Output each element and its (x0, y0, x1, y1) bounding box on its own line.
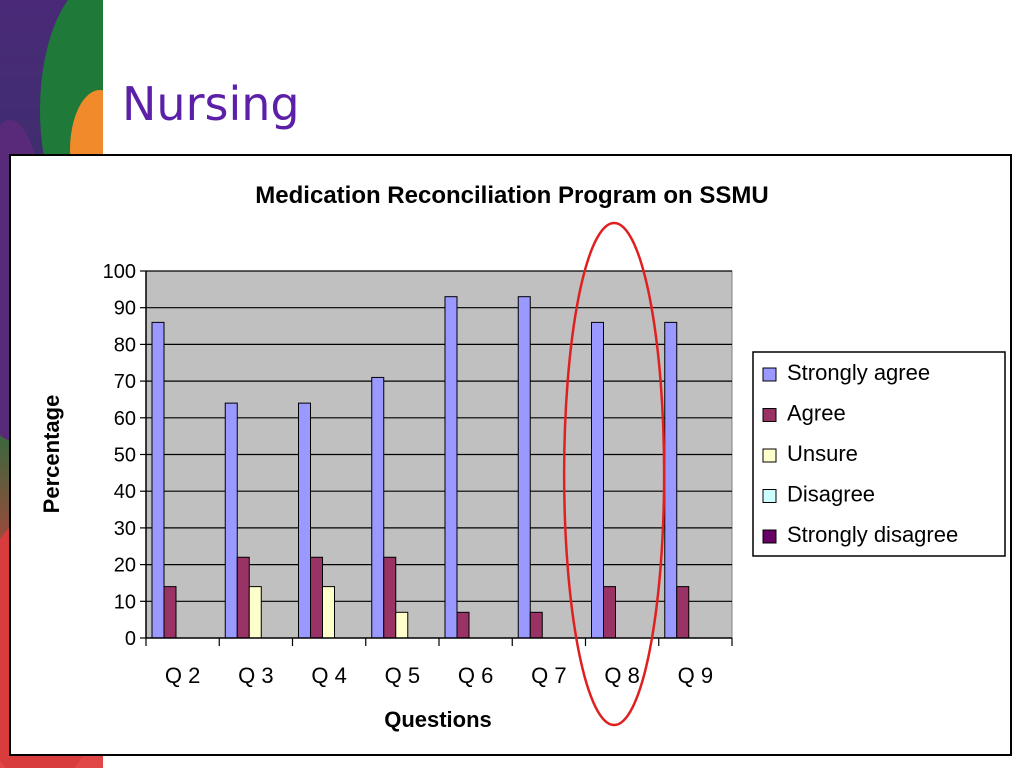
y-tick-label: 40 (114, 481, 136, 503)
legend-label: Unsure (787, 441, 858, 466)
x-tick-label: Q 6 (458, 663, 493, 688)
legend-swatch (762, 529, 777, 544)
legend-label: Agree (787, 401, 846, 426)
bar-agree-q4 (310, 556, 323, 639)
bar-strongly-agree-q6 (444, 296, 458, 639)
y-tick-label: 50 (114, 445, 136, 467)
bar-agree-q6 (456, 611, 470, 639)
y-axis-label: Percentage (39, 395, 64, 514)
y-tick-label: 30 (114, 518, 136, 540)
x-axis-label: Questions (384, 707, 492, 732)
y-tick-label: 0 (125, 628, 136, 650)
y-tick-labels: 0 10 20 30 40 50 60 70 80 90 100 (103, 261, 146, 650)
bar-strongly-agree-q7 (517, 296, 531, 639)
y-tick-label: 90 (114, 298, 136, 320)
chart-legend: Strongly agree Agree Unsure Disagree Strongl… (752, 351, 1006, 557)
y-tick-label: 20 (114, 555, 136, 577)
bar-unsure-q5 (395, 611, 409, 639)
bar-agree-q3 (236, 556, 250, 639)
slide-title: Nursing (122, 77, 300, 131)
legend-box (752, 351, 1006, 557)
x-tick-label: Q 5 (385, 663, 420, 688)
y-tick-label: 80 (114, 334, 136, 356)
legend-label: Disagree (787, 482, 875, 507)
bar-strongly-agree-q3 (224, 402, 238, 639)
bar-agree-q2 (163, 586, 177, 639)
legend-swatch (762, 448, 777, 463)
bar-strongly-agree-q8 (591, 321, 604, 639)
x-tick-label: Q 4 (311, 663, 346, 688)
legend-swatch (762, 408, 777, 422)
x-tick-labels: Q 2 Q 3 Q 4 Q 5 Q 6 Q 7 Q 8 Q 9 (145, 638, 733, 688)
x-tick-label: Q 9 (678, 663, 713, 688)
bar-unsure-q4 (322, 586, 335, 639)
chart-frame: Medication Reconciliation Program on SSM… (9, 154, 1012, 756)
y-tick-label: 100 (103, 261, 136, 283)
bar-strongly-agree-q2 (151, 321, 165, 639)
legend-label: Strongly disagree (787, 522, 958, 547)
bar-series-group (151, 296, 690, 639)
bar-agree-q8 (603, 586, 616, 639)
x-tick-label: Q 8 (604, 663, 639, 688)
legend-label: Strongly agree (787, 360, 930, 385)
bar-strongly-agree-q4 (298, 402, 311, 639)
chart-title: Medication Reconciliation Program on SSM… (255, 182, 768, 209)
highlight-ellipse (562, 221, 666, 727)
bar-strongly-agree-q5 (371, 376, 385, 639)
y-tick-label: 60 (114, 408, 136, 430)
x-tick-label: Q 7 (531, 663, 566, 688)
legend-swatch (762, 367, 777, 382)
y-tick-label: 70 (114, 371, 136, 393)
legend-swatch (762, 489, 777, 503)
x-tick-label: Q 3 (238, 663, 273, 688)
bar-agree-q5 (383, 556, 397, 639)
x-tick-label: Q 2 (165, 663, 200, 688)
bar-chart: Medication Reconciliation Program on SSM… (39, 182, 1006, 732)
bar-agree-q7 (529, 611, 543, 639)
bar-agree-q9 (676, 586, 690, 639)
bar-unsure-q3 (248, 586, 262, 639)
bar-strongly-agree-q9 (664, 321, 678, 639)
y-tick-label: 10 (114, 591, 136, 613)
